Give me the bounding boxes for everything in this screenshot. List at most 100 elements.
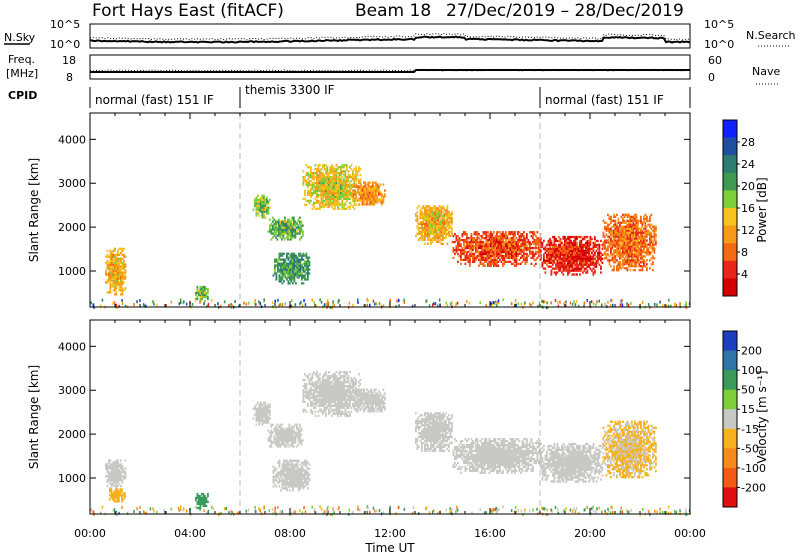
- echo-cell: [451, 226, 453, 230]
- echo-cell: [204, 496, 206, 500]
- echo-cell: [500, 235, 503, 238]
- echo-cell: [382, 195, 385, 198]
- echo-cell: [329, 166, 332, 169]
- echo-cell: [647, 229, 650, 232]
- echo-cell: [594, 271, 596, 274]
- echo-cell: [627, 303, 630, 307]
- echo-cell: [585, 249, 587, 252]
- echo-cell: [304, 203, 306, 206]
- echo-cell: [473, 237, 476, 240]
- echo-cell: [445, 230, 447, 234]
- echo-cell: [617, 235, 620, 238]
- echo-region: [302, 164, 362, 210]
- echo-cell: [139, 299, 141, 302]
- echo-cell: [562, 267, 565, 270]
- echo-cell: [433, 228, 435, 232]
- echo-cell: [266, 206, 268, 209]
- echo-cell: [476, 233, 479, 236]
- echo-cell: [617, 233, 620, 236]
- echo-cell: [582, 259, 584, 262]
- echo-cell: [506, 260, 509, 263]
- echo-cell: [204, 287, 206, 291]
- echo-cell: [455, 303, 457, 307]
- echo-cell: [502, 258, 504, 261]
- echo-cell: [550, 261, 553, 264]
- echo-cell: [443, 219, 446, 222]
- echo-cell: [311, 181, 314, 185]
- echo-cell: [121, 271, 124, 274]
- echo-cell: [446, 303, 449, 307]
- echo-cell: [355, 166, 357, 169]
- echo-cell: [482, 264, 485, 267]
- echo-cell: [275, 467, 278, 470]
- echo-cell: [464, 244, 467, 248]
- echo-cell: [326, 183, 329, 187]
- echo-cell: [505, 260, 507, 263]
- echo-cell: [364, 191, 367, 194]
- echo-cell: [301, 272, 303, 275]
- echo-cell: [297, 232, 300, 235]
- echo-cell: [502, 233, 504, 236]
- echo-cell: [372, 181, 374, 184]
- echo-cell: [579, 243, 581, 247]
- echo-cell: [245, 302, 248, 306]
- echo-cell: [533, 264, 536, 267]
- echo-cell: [199, 502, 202, 506]
- echo-cell: [275, 473, 278, 476]
- echo-cell: [257, 200, 259, 203]
- echo-cell: [260, 401, 262, 404]
- echo-cell: [552, 255, 554, 258]
- echo-cell: [640, 239, 642, 242]
- echo-cell: [261, 210, 264, 213]
- echo-cell: [588, 263, 590, 266]
- echo-cell: [484, 231, 486, 234]
- echo-cell: [296, 445, 298, 448]
- echo-cell: [552, 249, 554, 252]
- echo-cell: [608, 223, 611, 226]
- echo-cell: [623, 259, 626, 262]
- echo-cell: [558, 245, 560, 249]
- echo-cell: [553, 271, 556, 274]
- echo-cell: [626, 261, 629, 264]
- echo-cell: [546, 247, 548, 250]
- echo-cell: [120, 477, 122, 480]
- echo-cell: [109, 269, 112, 272]
- echo-cell: [332, 166, 335, 169]
- echo-cell: [433, 302, 435, 306]
- echo-cell: [319, 203, 321, 206]
- echo-cell: [323, 199, 326, 202]
- echo-cell: [488, 250, 491, 254]
- echo-cell: [559, 269, 562, 272]
- echo-cell: [629, 245, 632, 248]
- echo-cell: [442, 230, 444, 234]
- echo-cell: [623, 247, 626, 250]
- echo-cell: [431, 236, 434, 240]
- echo-cell: [538, 248, 540, 252]
- echo-cell: [634, 269, 636, 272]
- echo-cell: [346, 181, 348, 185]
- echo-cell: [289, 266, 291, 269]
- echo-cell: [338, 181, 341, 185]
- echo-cell: [359, 168, 362, 171]
- echo-cell: [573, 245, 575, 249]
- echo-cell: [106, 265, 109, 268]
- echo-cell: [301, 469, 303, 472]
- echo-cell: [307, 266, 309, 269]
- echo-cell: [335, 195, 338, 198]
- echo-cell: [114, 471, 116, 474]
- echo-cell: [285, 230, 288, 233]
- echo-cell: [490, 302, 492, 306]
- echo-cell: [460, 250, 462, 254]
- echo-cell: [512, 252, 515, 256]
- echo-cell: [293, 216, 295, 219]
- echo-cell: [430, 207, 432, 210]
- echo-cell: [597, 239, 599, 243]
- echo-cell: [622, 233, 624, 236]
- echo-cell: [334, 170, 336, 173]
- echo-cell: [335, 203, 338, 206]
- echo-cell: [641, 300, 644, 304]
- echo-cell: [649, 237, 651, 240]
- echo-cell: [337, 185, 339, 189]
- echo-cell: [263, 202, 265, 205]
- echo-cell: [484, 258, 486, 261]
